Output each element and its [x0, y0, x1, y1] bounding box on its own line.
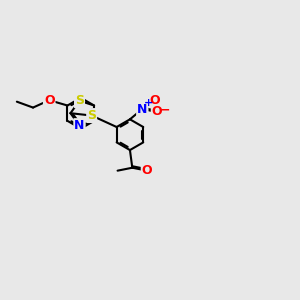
Text: O: O [152, 106, 162, 118]
Text: O: O [142, 164, 152, 177]
Text: N: N [74, 119, 85, 132]
Text: N: N [137, 103, 148, 116]
Text: S: S [75, 94, 84, 107]
Text: O: O [149, 94, 160, 107]
Text: +: + [144, 98, 153, 107]
Text: O: O [44, 94, 55, 107]
Text: S: S [87, 109, 96, 122]
Text: −: − [160, 104, 170, 117]
